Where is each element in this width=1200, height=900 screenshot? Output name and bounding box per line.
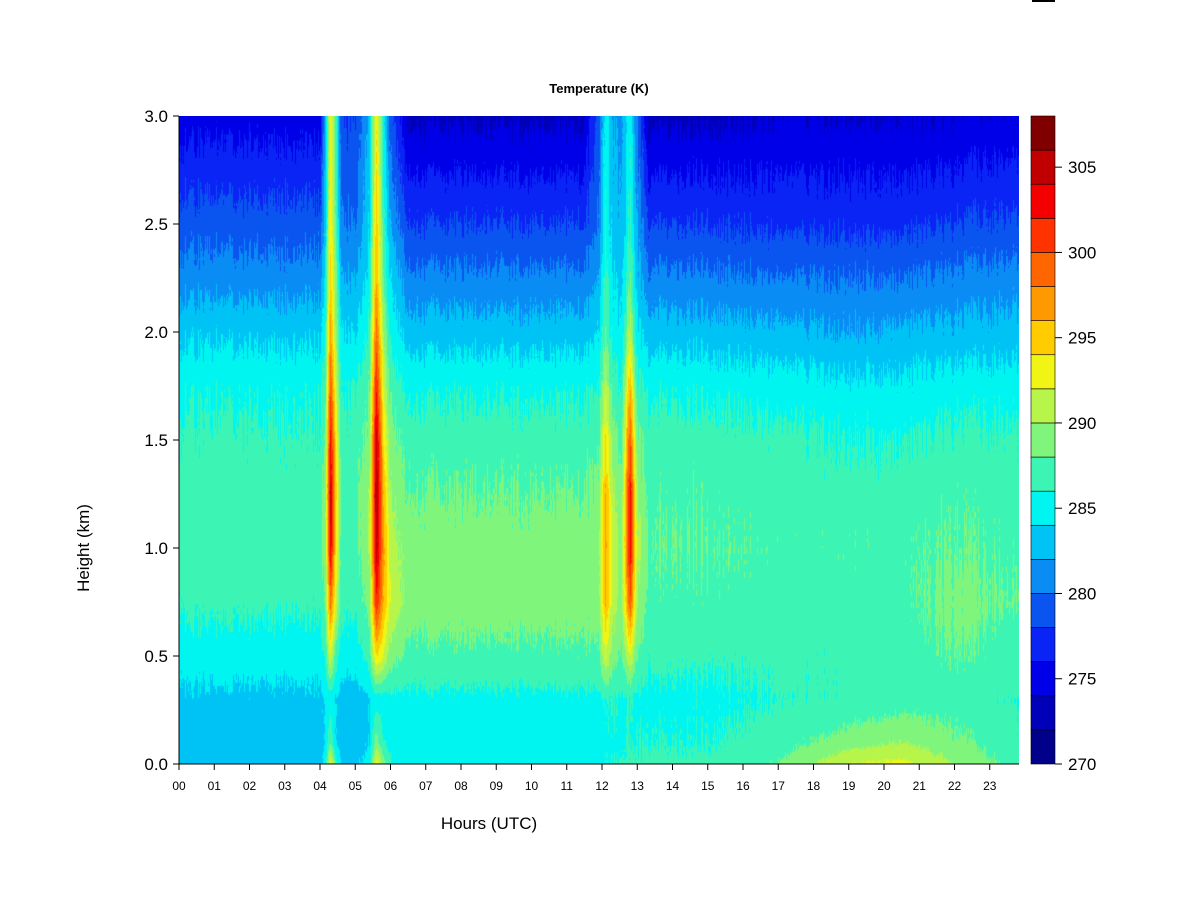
x-tick-label: 16: [736, 779, 750, 793]
x-tick-label: 22: [948, 779, 962, 793]
x-tick-label: 21: [913, 779, 927, 793]
colorbar-band: [1030, 388, 1056, 424]
x-tick-label: 04: [313, 779, 327, 793]
colorbar-band: [1030, 183, 1056, 219]
colorbar-tick-label: 295: [1068, 329, 1096, 348]
y-tick-label: 2.5: [144, 215, 168, 234]
y-tick-label: 0.0: [144, 755, 168, 774]
x-tick-label: 03: [278, 779, 292, 793]
y-tick-label: 0.5: [144, 647, 168, 666]
x-tick-label: 19: [842, 779, 856, 793]
colorbar-band: [1030, 422, 1056, 458]
colorbar-band: [1030, 661, 1056, 697]
colorbar-tick-label: 300: [1068, 243, 1096, 262]
x-tick-label: 07: [419, 779, 433, 793]
y-tick-label: 3.0: [144, 107, 168, 126]
y-axis-label: Height (km): [74, 504, 93, 592]
colorbar-band: [1030, 456, 1056, 492]
colorbar-tick-label: 285: [1068, 499, 1096, 518]
x-tick-label: 10: [525, 779, 539, 793]
x-tick-label: 09: [490, 779, 504, 793]
colorbar-tick-label: 270: [1068, 755, 1096, 774]
x-tick-label: 01: [208, 779, 222, 793]
colorbar-band: [1030, 524, 1056, 560]
x-tick-label: 08: [454, 779, 468, 793]
y-tick-label: 1.0: [144, 539, 168, 558]
x-axis-label: Hours (UTC): [441, 814, 537, 833]
colorbar-band: [1030, 320, 1056, 356]
colorbar-band: [1030, 354, 1056, 390]
y-tick-label: 1.5: [144, 431, 168, 450]
x-tick-label: 14: [666, 779, 680, 793]
x-tick-label: 11: [561, 779, 574, 793]
colorbar-band: [1030, 559, 1056, 594]
x-tick-label: 12: [595, 779, 609, 793]
colorbar-band: [1030, 115, 1056, 151]
colorbar-band: [1030, 695, 1056, 731]
colorbar-tick-label: 290: [1068, 414, 1096, 433]
colorbar-band: [1030, 490, 1056, 526]
x-tick-label: 18: [807, 779, 821, 793]
colorbar-band: [1030, 627, 1056, 662]
colorbar-tick-label: 305: [1068, 158, 1096, 177]
colorbar-tick-label: 280: [1068, 584, 1096, 603]
x-tick-label: 00: [172, 779, 186, 793]
colorbar-band: [1030, 729, 1056, 765]
colorbar-band: [1030, 149, 1056, 185]
x-tick-label: 23: [983, 779, 997, 793]
legend-fragment: [1032, 0, 1055, 2]
colorbar-band: [1030, 218, 1056, 253]
x-tick-label: 06: [384, 779, 398, 793]
x-tick-label: 02: [243, 779, 257, 793]
colorbar-tick-label: 275: [1068, 670, 1096, 689]
colorbar-band: [1030, 286, 1056, 321]
x-tick-label: 05: [349, 779, 363, 793]
x-tick-label: 15: [701, 779, 715, 793]
colorbar-band: [1030, 593, 1056, 628]
y-tick-label: 2.0: [144, 323, 168, 342]
x-tick-label: 17: [772, 779, 786, 793]
x-tick-label: 13: [631, 779, 645, 793]
x-tick-label: 20: [877, 779, 891, 793]
chart-title: Temperature (K): [549, 81, 648, 96]
colorbar-band: [1030, 252, 1056, 287]
heatmap-field: [179, 116, 1019, 764]
